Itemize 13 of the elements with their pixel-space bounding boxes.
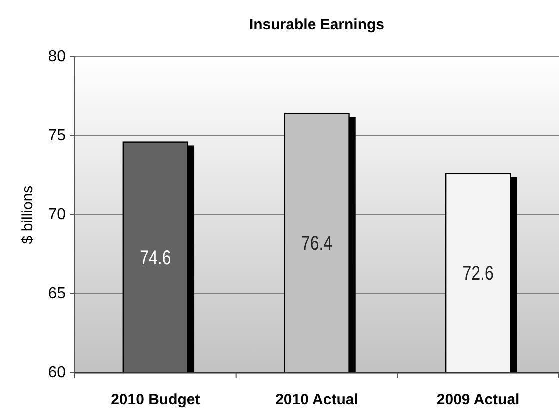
chart-title: Insurable Earnings: [249, 16, 385, 34]
data-label: 76.4: [301, 232, 333, 254]
data-label: 72.6: [462, 262, 494, 285]
data-label: 74.6: [140, 246, 172, 269]
y-tick-label: 60: [48, 364, 66, 382]
y-axis-title: $ billions: [20, 186, 36, 244]
y-tick-label: 70: [48, 206, 66, 224]
y-tick-label: 75: [48, 128, 66, 144]
x-tick-label: 2010 Actual: [276, 392, 358, 408]
x-tick-label: 2009 Actual: [436, 392, 520, 408]
x-tick-label: 2010 Budget: [111, 392, 200, 408]
y-tick-label: 65: [48, 286, 66, 302]
y-tick-label: 80: [48, 48, 66, 66]
